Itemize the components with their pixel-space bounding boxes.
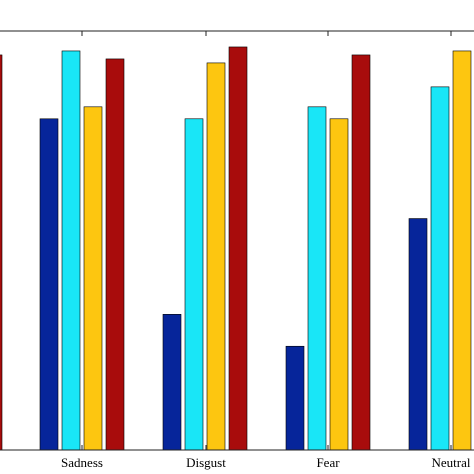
bar-sadness-series-1 <box>39 118 59 451</box>
bar-disgust-series-4 <box>228 46 248 451</box>
x-tick-label-fear: Fear <box>316 455 340 470</box>
bars-group <box>0 46 472 451</box>
bar-disgust-series-3 <box>206 62 226 451</box>
bar-sadness-series-3 <box>83 106 103 451</box>
bar-fear-series-4 <box>351 54 371 451</box>
bar-sadness-series-4 <box>105 58 125 451</box>
bar-disgust-series-2 <box>184 118 204 451</box>
bar-neutral-series-1 <box>408 218 428 451</box>
bar-neutral-series-2 <box>430 86 450 451</box>
bar-fear-series-1 <box>285 345 305 451</box>
x-tick-label-neutral: Neutral <box>432 455 471 470</box>
x-tick-label-sadness: Sadness <box>61 455 103 470</box>
bar-neutral-series-3 <box>452 50 472 451</box>
bar-partial-left <box>0 54 3 451</box>
axes-group <box>0 30 474 451</box>
x-tick-label-disgust: Disgust <box>186 455 226 470</box>
bar-sadness-series-2 <box>61 50 81 451</box>
bar-disgust-series-1 <box>162 314 182 451</box>
bar-fear-series-2 <box>307 106 327 451</box>
tick-labels-group: Sadness Disgust Fear Neutral <box>61 455 471 470</box>
bar-fear-series-3 <box>329 118 349 451</box>
